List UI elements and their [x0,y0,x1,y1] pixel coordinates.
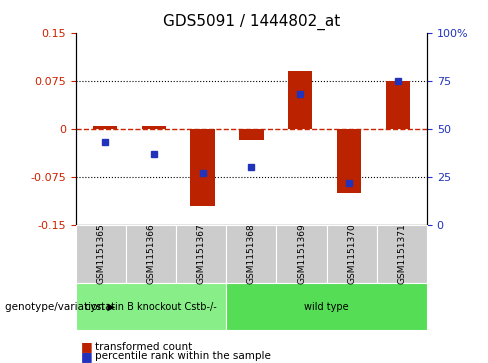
Text: GSM1151366: GSM1151366 [146,224,156,285]
Title: GDS5091 / 1444802_at: GDS5091 / 1444802_at [163,14,340,30]
Bar [288,71,312,129]
Bar [239,129,264,140]
Text: GSM1151369: GSM1151369 [297,224,306,285]
Text: GSM1151365: GSM1151365 [96,224,105,285]
Text: GSM1151368: GSM1151368 [247,224,256,285]
Text: cystatin B knockout Cstb-/-: cystatin B knockout Cstb-/- [85,302,217,312]
Text: ■: ■ [81,340,92,353]
Bar [93,126,117,129]
Text: transformed count: transformed count [95,342,192,352]
Text: GSM1151371: GSM1151371 [397,224,407,285]
Bar [337,129,361,193]
Text: wild type: wild type [305,302,349,312]
Text: genotype/variation ▶: genotype/variation ▶ [5,302,115,312]
Text: ■: ■ [81,350,92,363]
Bar [386,81,410,129]
Text: percentile rank within the sample: percentile rank within the sample [95,351,271,362]
Bar [142,126,166,129]
Text: GSM1151370: GSM1151370 [347,224,356,285]
Bar [190,129,215,206]
Text: GSM1151367: GSM1151367 [197,224,205,285]
